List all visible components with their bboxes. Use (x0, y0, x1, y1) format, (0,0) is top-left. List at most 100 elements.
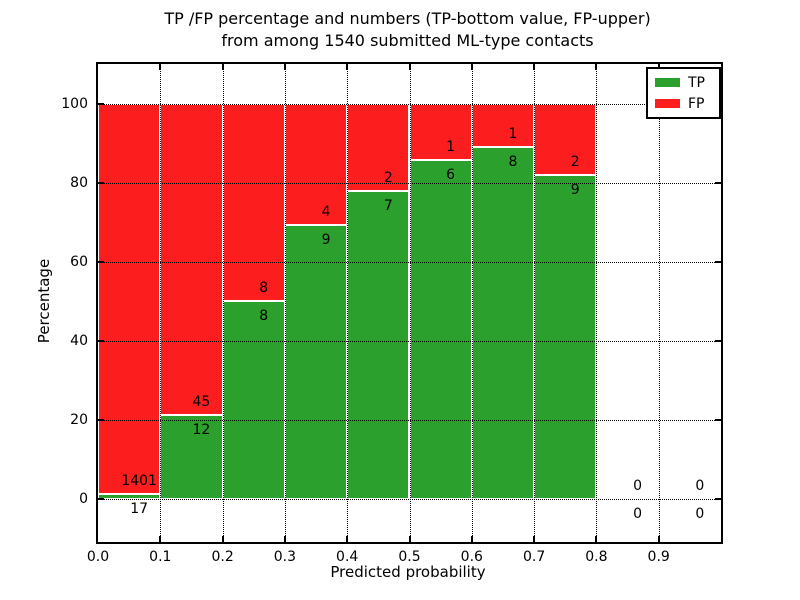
fp-bar-segment (534, 103, 597, 176)
tp-count-label: 9 (570, 182, 580, 199)
y-tickmark-left (98, 260, 104, 263)
x-tickmark-top (346, 64, 349, 70)
x-tickmark-top (533, 64, 536, 70)
x-tick-label: 0.5 (398, 549, 421, 565)
x-tickmark-top (221, 64, 224, 70)
y-tick-label: 60 (70, 253, 88, 270)
x-tickmark-top (283, 64, 286, 70)
tp-bar-segment (98, 493, 161, 499)
fp-count-label: 2 (570, 154, 580, 171)
x-axis-label: Predicted probability (330, 563, 486, 581)
y-tick-label: 80 (70, 174, 88, 191)
x-tickmark-bottom (221, 536, 224, 542)
plot-area: 1401 17 45 12 8 8 4 9 2 7 1 6 1 8 2 9 0 0 0 0 TP FP (96, 62, 723, 544)
tp-count-label: 6 (446, 166, 456, 183)
x-tick-label: 0.0 (86, 549, 110, 565)
y-tickmark-right (715, 181, 721, 184)
y-tickmark-left (98, 497, 104, 500)
tp-count-label: 17 (130, 500, 149, 517)
x-gridline (222, 64, 224, 542)
y-tickmark-right (715, 339, 721, 342)
x-tick-label: 0.8 (585, 549, 608, 565)
y-tickmark-left (98, 339, 104, 342)
x-tick-label: 0.7 (522, 549, 546, 565)
legend: TP FP (646, 67, 721, 119)
x-tick-label: 0.2 (211, 549, 234, 565)
tp-bar-segment (534, 175, 597, 499)
x-gridline (284, 64, 286, 542)
fp-count-label: 0 (633, 477, 643, 494)
y-tickmark-left (98, 102, 104, 105)
tp-bar-segment (347, 191, 410, 499)
y-tick-label: 100 (61, 95, 88, 112)
y-axis-label: Percentage (35, 258, 53, 344)
tp-count-label: 12 (192, 422, 211, 439)
fp-bar-segment (160, 103, 223, 416)
x-tick-label: 0.9 (647, 549, 670, 565)
fp-count-label: 1401 (121, 472, 157, 489)
x-tick-label: 0.4 (336, 549, 359, 565)
tp-swatch-icon (655, 78, 680, 87)
y-tickmark-right (715, 418, 721, 421)
fp-count-label: 2 (383, 170, 393, 187)
x-tick-label: 0.6 (460, 549, 483, 565)
x-tickmark-top (408, 64, 411, 70)
x-tickmark-bottom (346, 536, 349, 542)
x-tickmark-bottom (159, 536, 162, 542)
y-tick-label: 20 (70, 411, 88, 428)
fp-count-label: 1 (446, 138, 456, 155)
bar-labels-layer: 1401 17 45 12 8 8 4 9 2 7 1 6 1 8 2 9 0 0 0 0 (98, 64, 721, 542)
tp-count-label: 7 (383, 198, 393, 215)
x-tick-label: 0.3 (273, 549, 297, 565)
x-tickmark-bottom (533, 536, 536, 542)
tp-bar-segment (222, 301, 285, 499)
x-tickmark-bottom (408, 536, 411, 542)
fp-count-label: 4 (321, 204, 331, 221)
legend-item-fp: FP (655, 95, 719, 112)
y-tickmark-right (715, 497, 721, 500)
tp-count-label: 8 (508, 154, 518, 171)
x-tickmark-top (595, 64, 598, 70)
tp-count-label: 0 (633, 505, 643, 522)
x-gridline (160, 64, 162, 542)
x-tickmark-top (159, 64, 162, 70)
legend-label-fp: FP (688, 95, 705, 112)
fp-bar-segment (284, 103, 348, 226)
legend-label-tp: TP (688, 74, 705, 91)
tp-count-label: 9 (321, 232, 331, 249)
y-tickmark-left (98, 181, 104, 184)
fp-swatch-icon (655, 99, 680, 108)
fp-count-label: 0 (695, 477, 705, 494)
ticks-layer (98, 64, 721, 542)
x-tickmark-top (470, 64, 473, 70)
x-tickmark-bottom (657, 536, 660, 542)
fp-count-label: 1 (508, 126, 518, 143)
y-tick-label: 40 (70, 332, 88, 349)
fp-count-label: 45 (192, 394, 211, 411)
fp-bar-segment (347, 103, 410, 192)
x-gridline (658, 64, 660, 542)
grid-layer (98, 64, 721, 542)
chart-title: TP /FP percentage and numbers (TP-bottom… (96, 8, 719, 52)
fp-bar-segment (409, 103, 472, 160)
tp-count-label: 0 (695, 505, 705, 522)
x-tickmark-bottom (470, 536, 473, 542)
fp-count-label: 8 (259, 280, 269, 297)
fp-bar-segment (98, 103, 161, 494)
x-tickmark-bottom (595, 536, 598, 542)
x-gridline (409, 64, 411, 542)
tp-bar-segment (284, 225, 348, 499)
y-tick-label: 0 (79, 490, 88, 507)
tp-count-label: 8 (259, 308, 269, 325)
x-tick-label: 0.1 (149, 549, 172, 565)
y-tickmark-left (98, 418, 104, 421)
x-gridline (596, 64, 598, 542)
legend-item-tp: TP (655, 74, 719, 91)
y-tickmark-right (715, 260, 721, 263)
x-gridline (471, 64, 473, 542)
chart-title-line1: TP /FP percentage and numbers (TP-bottom… (164, 9, 651, 28)
x-gridline (534, 64, 536, 542)
x-gridline (347, 64, 349, 542)
x-tickmark-bottom (283, 536, 286, 542)
